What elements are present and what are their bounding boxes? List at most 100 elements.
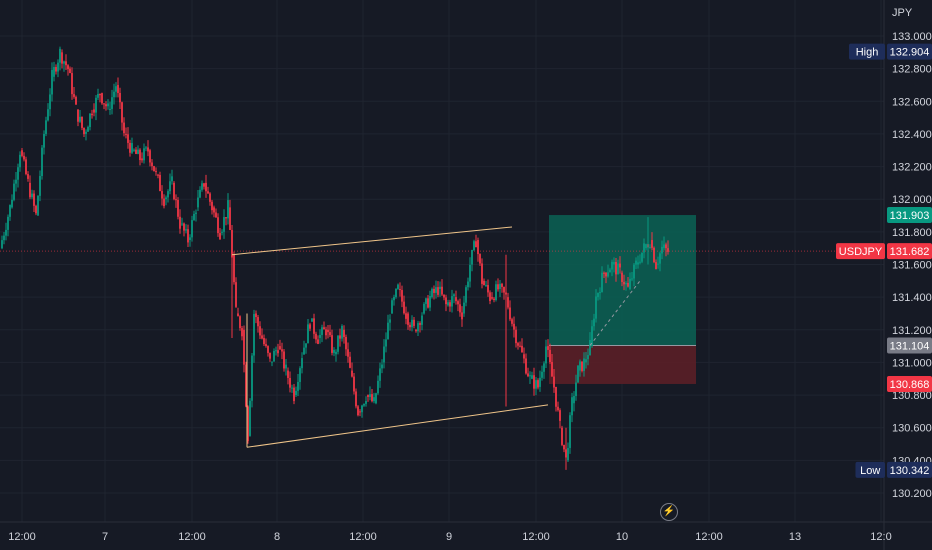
- candle-body: [51, 69, 53, 95]
- high-tag-label: High: [856, 47, 879, 59]
- candle-body: [355, 391, 357, 407]
- candle-body: [321, 327, 323, 335]
- candle-body: [533, 375, 535, 389]
- candle-body: [529, 375, 531, 377]
- candle-body: [425, 298, 427, 304]
- candle-body: [147, 147, 149, 152]
- candle-body: [215, 212, 217, 218]
- candle-body: [433, 288, 435, 293]
- current-price-tag-value-box: [887, 243, 932, 260]
- candle-body: [209, 193, 211, 202]
- candle-body: [371, 394, 373, 402]
- candle-body: [399, 288, 401, 291]
- candle-body: [417, 323, 419, 332]
- candle-body: [301, 358, 303, 369]
- candle-body: [419, 323, 421, 325]
- candle-body: [153, 166, 155, 172]
- candle-body: [15, 179, 17, 184]
- candle-body: [291, 387, 293, 389]
- candle-body: [245, 364, 247, 407]
- candle-body: [99, 94, 101, 96]
- candle-body: [487, 285, 489, 293]
- candle-body: [19, 154, 21, 168]
- projection-line: [589, 280, 641, 346]
- candle-body: [497, 284, 499, 290]
- candle-body: [477, 240, 479, 255]
- candle-body: [195, 212, 197, 214]
- candle-body: [53, 67, 55, 77]
- candle-body: [543, 363, 545, 372]
- candle-body: [367, 395, 369, 397]
- candle-body: [125, 133, 127, 135]
- candle-body: [341, 325, 343, 339]
- candle-body: [557, 406, 559, 411]
- candle-body: [631, 278, 633, 280]
- candle-body: [519, 345, 521, 347]
- candle-body: [359, 411, 361, 413]
- candle-body: [559, 410, 561, 421]
- candle-body: [479, 254, 481, 264]
- candle-body: [501, 283, 503, 287]
- candle-body: [265, 344, 267, 347]
- candle-body: [481, 263, 483, 284]
- candle-body: [185, 229, 187, 231]
- candle-body: [561, 427, 563, 445]
- candle-body: [255, 313, 257, 318]
- candle-body: [493, 298, 495, 301]
- candle-body: [421, 315, 423, 325]
- candle-body: [183, 223, 185, 231]
- candle-body: [471, 249, 473, 265]
- candle-body: [91, 113, 93, 116]
- candle-body: [575, 382, 577, 396]
- candle-body: [137, 149, 139, 154]
- price-tick-label: 130.600: [892, 423, 932, 435]
- time-tick-label: 8: [274, 531, 280, 543]
- candle-body: [509, 307, 511, 320]
- candle-body: [333, 349, 335, 353]
- low-tag-label: Low: [860, 465, 880, 477]
- loss-zone: [549, 345, 696, 384]
- candle-body: [161, 191, 163, 199]
- currency-label: JPY: [892, 7, 913, 19]
- candle-body: [131, 143, 133, 153]
- candle-body: [73, 94, 75, 97]
- candle-body: [61, 52, 63, 64]
- price-tick-label: 133.000: [892, 31, 932, 43]
- candle-body: [599, 292, 601, 294]
- candle-body: [551, 362, 553, 377]
- candle-body: [119, 92, 121, 103]
- candle-body: [177, 200, 179, 217]
- candle-body: [389, 319, 391, 323]
- candle-body: [489, 292, 491, 302]
- candle-body: [103, 103, 105, 105]
- candle-body: [605, 272, 607, 277]
- candle-body: [547, 346, 549, 350]
- candle-body: [49, 94, 51, 110]
- candle-body: [353, 376, 355, 392]
- entry-tag-value-box: [887, 337, 932, 354]
- candle-body: [31, 193, 33, 198]
- candle-body: [277, 350, 279, 354]
- candle-body: [13, 183, 15, 200]
- candle-body: [111, 97, 113, 109]
- candle-body: [87, 127, 89, 132]
- candle-body: [171, 176, 173, 182]
- candle-body: [127, 134, 129, 143]
- high-tag: 132.904 High: [849, 43, 932, 60]
- candle-body: [607, 272, 609, 277]
- lightning-icon[interactable]: ⚡: [660, 503, 678, 521]
- candle-body: [113, 91, 115, 98]
- candle-body: [589, 339, 591, 356]
- candle-body: [189, 237, 191, 241]
- candle-body: [659, 253, 661, 264]
- candle-body: [237, 313, 239, 317]
- candle-body: [45, 120, 47, 134]
- candle-body: [283, 351, 285, 369]
- candle-body: [427, 298, 429, 308]
- price-tick-label: 131.000: [892, 357, 932, 369]
- candle-body: [523, 354, 525, 359]
- candle-body: [629, 278, 631, 289]
- time-tick-label: 10: [616, 531, 628, 543]
- candle-body: [531, 375, 533, 379]
